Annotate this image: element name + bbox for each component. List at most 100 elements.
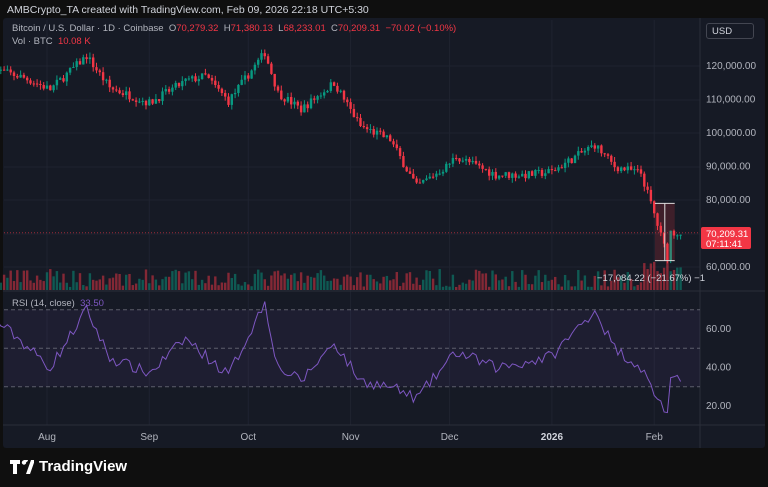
volume-bar bbox=[191, 279, 194, 290]
candle-body bbox=[6, 69, 9, 71]
candle-body bbox=[666, 243, 669, 261]
volume-bar bbox=[560, 286, 563, 290]
candle-body bbox=[290, 96, 293, 105]
rsi-tick-label: 20.00 bbox=[706, 401, 731, 412]
candle-body bbox=[339, 90, 342, 92]
volume-bar bbox=[144, 269, 148, 290]
candle-body bbox=[214, 80, 217, 86]
volume-bar bbox=[534, 275, 537, 290]
volume-bar bbox=[352, 285, 356, 290]
volume-bar bbox=[550, 279, 554, 290]
low-label: L bbox=[278, 23, 284, 34]
candle-body bbox=[224, 93, 227, 97]
candle-body bbox=[557, 167, 560, 171]
volume-bar bbox=[379, 283, 382, 290]
rsi-tick-label: 40.00 bbox=[706, 363, 731, 374]
volume-bar bbox=[600, 285, 603, 290]
volume-bar bbox=[95, 280, 98, 290]
volume-bar bbox=[524, 274, 527, 290]
currency-button[interactable]: USD bbox=[706, 23, 754, 39]
volume-bar bbox=[326, 280, 329, 290]
candle-body bbox=[115, 89, 118, 91]
candle-body bbox=[596, 145, 600, 149]
volume-bar bbox=[200, 279, 204, 290]
volume-bar bbox=[418, 284, 422, 290]
symbol-label[interactable]: Bitcoin / U.S. Dollar · 1D · Coinbase bbox=[12, 23, 164, 34]
volume-bar bbox=[646, 269, 649, 290]
candle-body bbox=[517, 176, 521, 178]
volume-bar bbox=[504, 276, 507, 290]
volume-bar bbox=[125, 274, 128, 290]
candle-body bbox=[273, 73, 276, 87]
candle-body bbox=[204, 73, 207, 75]
volume-bar bbox=[111, 277, 115, 290]
candle-body bbox=[293, 101, 296, 105]
candle-body bbox=[346, 99, 349, 103]
candle-body bbox=[101, 72, 105, 81]
candle-body bbox=[580, 151, 583, 153]
candle-body bbox=[448, 163, 451, 165]
candle-body bbox=[613, 161, 616, 168]
candle-body bbox=[547, 169, 550, 174]
rsi-line bbox=[0, 301, 682, 414]
candle-body bbox=[507, 172, 511, 178]
candle-body bbox=[78, 61, 82, 65]
measure-label: −17,084.22 (−21.67%) −1 bbox=[597, 273, 705, 284]
volume-bar bbox=[151, 275, 154, 290]
volume-bar bbox=[49, 269, 52, 290]
volume-bar bbox=[177, 271, 181, 290]
candle-body bbox=[653, 201, 656, 214]
candle-body bbox=[39, 83, 42, 86]
volume-bar bbox=[474, 269, 478, 290]
candle-body bbox=[379, 130, 382, 132]
candle-body bbox=[636, 169, 639, 171]
candle-body bbox=[504, 172, 507, 176]
candle-body bbox=[544, 173, 547, 176]
candle-body bbox=[484, 168, 488, 170]
volume-bar bbox=[161, 279, 164, 290]
volume-bar bbox=[270, 275, 273, 290]
candle-body bbox=[656, 213, 659, 226]
volume-bar bbox=[131, 285, 134, 290]
volume-bar bbox=[402, 282, 405, 290]
high-value: 71,380.13 bbox=[230, 23, 273, 34]
candle-body bbox=[85, 57, 88, 60]
candle-body bbox=[270, 63, 273, 74]
candle-body bbox=[372, 129, 375, 135]
volume-bar bbox=[197, 284, 200, 290]
candle-body bbox=[250, 70, 253, 79]
candle-body bbox=[474, 160, 478, 164]
candle-body bbox=[280, 90, 283, 100]
candle-body bbox=[217, 85, 220, 89]
volume-bar bbox=[174, 269, 177, 290]
tradingview-logo: TradingView bbox=[10, 458, 127, 475]
candle-body bbox=[590, 145, 593, 147]
candle-body bbox=[260, 53, 263, 60]
rsi-label[interactable]: RSI (14, close) bbox=[12, 298, 75, 309]
tradingview-logo-icon bbox=[10, 459, 34, 474]
candle-body bbox=[220, 88, 224, 94]
candle-body bbox=[600, 145, 603, 154]
candle-body bbox=[643, 173, 646, 187]
candle-body bbox=[633, 169, 636, 171]
volume-bar bbox=[468, 279, 471, 290]
candle-body bbox=[332, 82, 336, 86]
volume-bar bbox=[276, 270, 280, 290]
candle-body bbox=[148, 99, 151, 106]
candle-body bbox=[171, 87, 174, 92]
candle-body bbox=[35, 83, 39, 85]
volume-bar bbox=[220, 282, 224, 290]
volume-bar bbox=[375, 281, 379, 290]
candle-body bbox=[494, 171, 497, 179]
time-tick-label: Nov bbox=[342, 432, 360, 443]
volume-bar bbox=[266, 285, 270, 290]
volume-bar bbox=[445, 285, 448, 290]
candle-body bbox=[125, 91, 128, 96]
rsi-legend: RSI (14, close) 33.50 bbox=[12, 298, 104, 309]
candle-body bbox=[299, 105, 303, 113]
candle-body bbox=[105, 79, 108, 81]
candle-body bbox=[649, 189, 653, 202]
volume-bar bbox=[19, 282, 22, 290]
candle-body bbox=[669, 230, 672, 261]
